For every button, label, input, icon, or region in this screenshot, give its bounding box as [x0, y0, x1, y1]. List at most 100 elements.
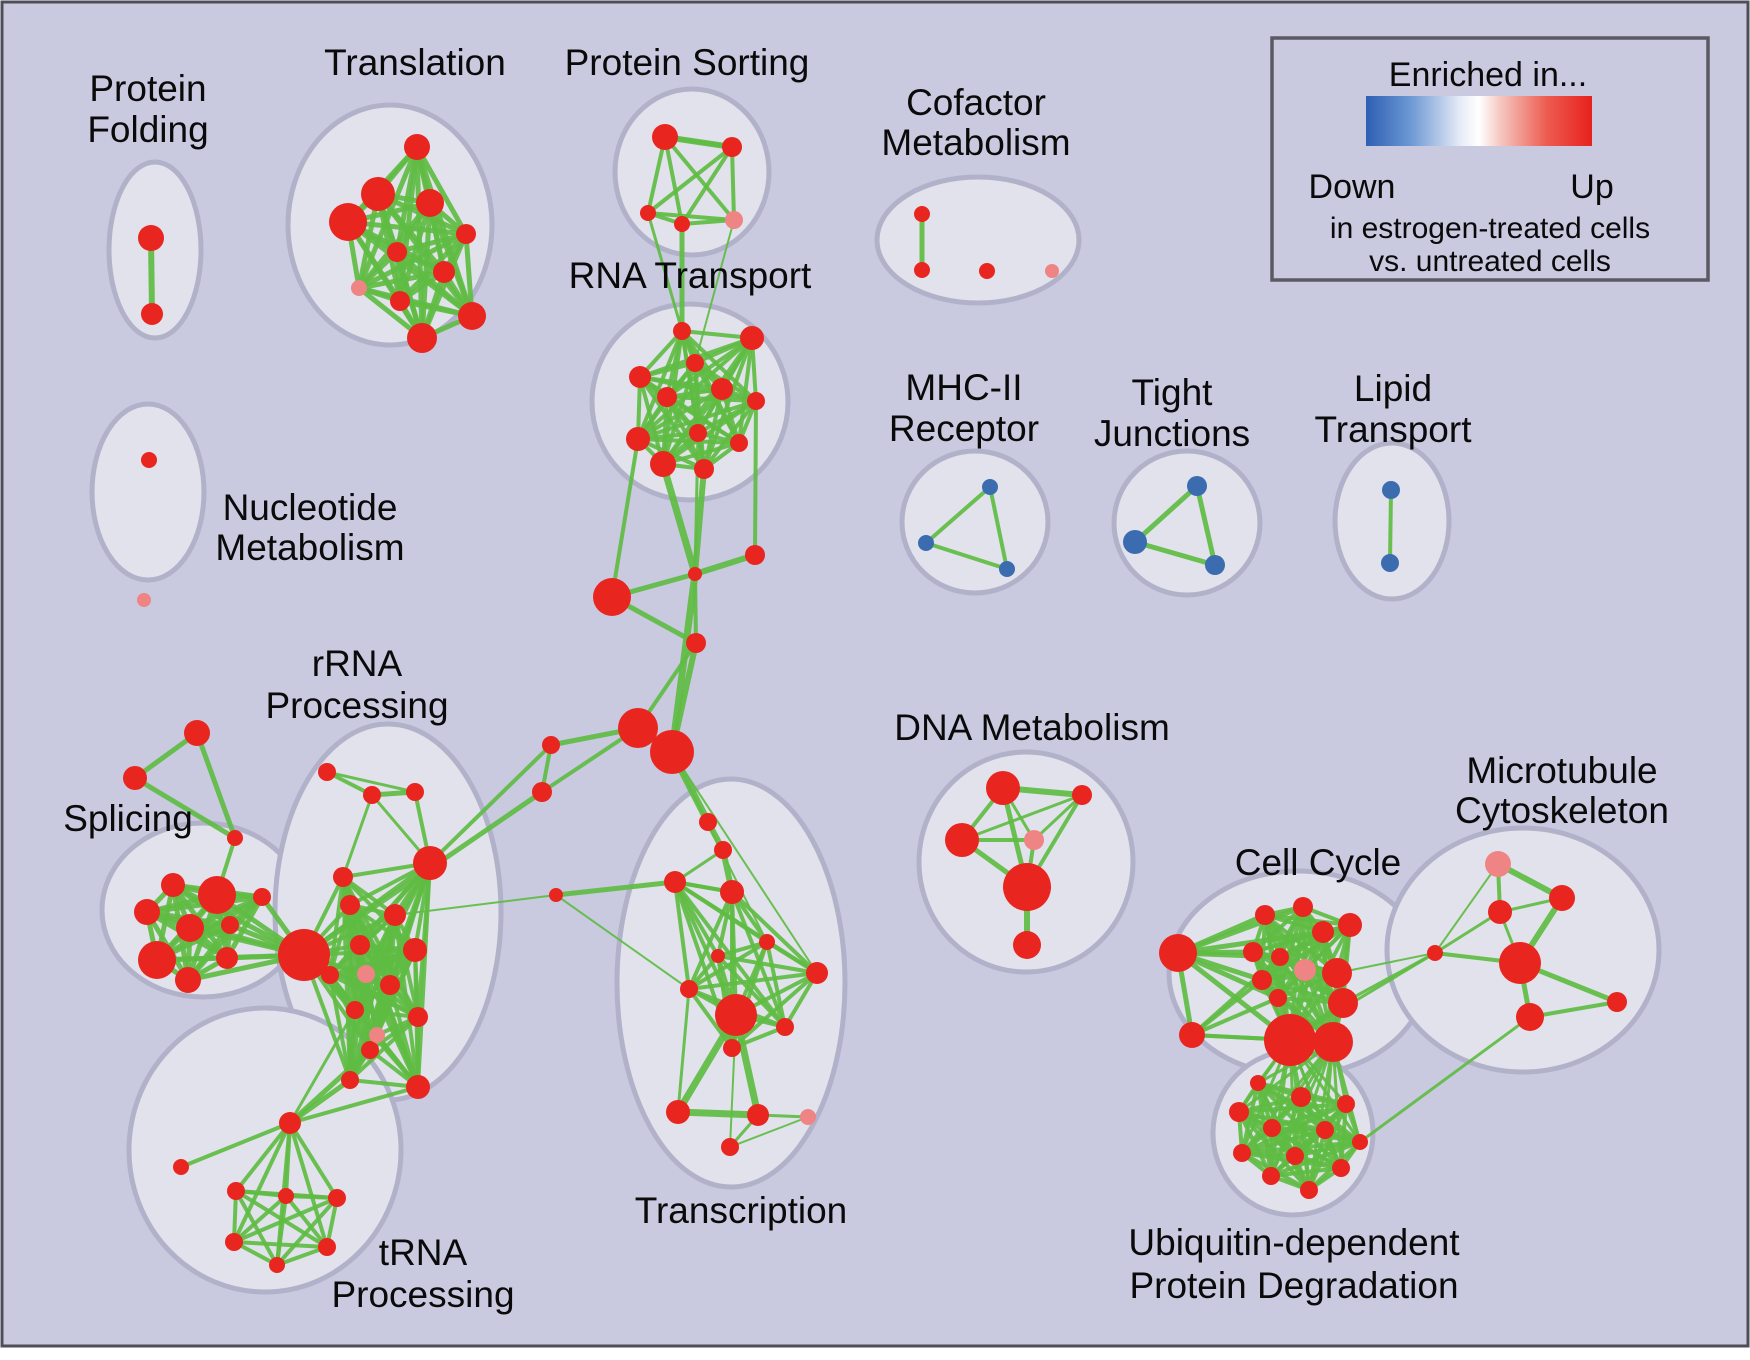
node-rt11[interactable] [650, 451, 676, 477]
node-cn2[interactable] [745, 545, 765, 565]
node-sp_b[interactable] [123, 766, 147, 790]
node-t3[interactable] [416, 189, 444, 217]
node-rr15[interactable] [369, 1027, 385, 1043]
node-hubB[interactable] [650, 730, 694, 774]
node-m3[interactable] [999, 561, 1015, 577]
node-cc9[interactable] [1322, 958, 1352, 988]
node-cf1[interactable] [914, 206, 930, 222]
node-tr4[interactable] [680, 980, 698, 998]
node-mt2[interactable] [1549, 885, 1575, 911]
node-cc2[interactable] [1293, 897, 1313, 917]
node-tr3[interactable] [711, 949, 725, 963]
node-tn_hub[interactable] [279, 1112, 301, 1134]
node-rr_c[interactable] [406, 783, 424, 801]
node-d1[interactable] [986, 771, 1020, 805]
node-ub3[interactable] [1337, 1095, 1355, 1113]
node-cn1[interactable] [688, 567, 702, 581]
node-s3[interactable] [134, 899, 160, 925]
node-trHub[interactable] [715, 994, 757, 1036]
node-rt1[interactable] [673, 322, 691, 340]
node-mt3[interactable] [1499, 942, 1541, 984]
node-tn4[interactable] [328, 1189, 346, 1207]
node-t6[interactable] [387, 242, 407, 262]
node-d4[interactable] [1024, 830, 1044, 850]
node-tr8[interactable] [747, 1104, 769, 1126]
node-mt4[interactable] [1516, 1003, 1544, 1031]
node-tn3[interactable] [278, 1188, 294, 1204]
node-cn5[interactable] [542, 736, 560, 754]
node-t9[interactable] [390, 291, 410, 311]
node-tr6[interactable] [723, 1039, 741, 1057]
node-rt2[interactable] [740, 326, 764, 350]
node-rt10[interactable] [730, 434, 748, 452]
node-tn2[interactable] [227, 1182, 245, 1200]
node-ub10[interactable] [1332, 1159, 1350, 1177]
node-rt5[interactable] [657, 387, 677, 407]
node-t2[interactable] [361, 177, 395, 211]
node-tc3[interactable] [664, 871, 686, 893]
node-cc8[interactable] [1252, 970, 1272, 990]
node-s9[interactable] [253, 888, 271, 906]
node-ub9[interactable] [1286, 1147, 1304, 1165]
node-mt5[interactable] [1607, 992, 1627, 1012]
node-d3[interactable] [945, 823, 979, 857]
node-ps1[interactable] [652, 124, 678, 150]
node-tr2[interactable] [806, 962, 828, 984]
node-lp2[interactable] [1381, 554, 1399, 572]
node-m1[interactable] [982, 479, 998, 495]
node-ps5[interactable] [725, 211, 743, 229]
node-cn3[interactable] [593, 578, 631, 616]
node-rr2[interactable] [340, 895, 360, 915]
node-rr4[interactable] [350, 935, 370, 955]
node-cc11[interactable] [1328, 988, 1358, 1018]
node-t10[interactable] [458, 302, 486, 330]
node-rr7[interactable] [380, 975, 400, 995]
node-ub4[interactable] [1229, 1102, 1249, 1122]
node-rt6[interactable] [711, 378, 733, 400]
node-pf2[interactable] [141, 303, 163, 325]
node-ccH1[interactable] [1264, 1014, 1316, 1066]
node-rr_b[interactable] [363, 786, 381, 804]
node-d2[interactable] [1072, 785, 1092, 805]
node-rr12[interactable] [406, 1075, 430, 1099]
node-mtP[interactable] [1485, 851, 1511, 877]
node-ub2[interactable] [1291, 1087, 1311, 1107]
node-tc2[interactable] [714, 841, 732, 859]
node-ub8[interactable] [1233, 1144, 1251, 1162]
node-s2[interactable] [198, 876, 236, 914]
node-tr9[interactable] [800, 1109, 816, 1125]
node-cn7[interactable] [549, 888, 563, 902]
node-cc_big[interactable] [1159, 934, 1197, 972]
node-ps4[interactable] [674, 216, 690, 232]
node-cc6[interactable] [1271, 948, 1289, 966]
node-nu2[interactable] [137, 593, 151, 607]
node-ub5[interactable] [1263, 1119, 1281, 1137]
node-tj1[interactable] [1187, 476, 1207, 496]
node-tn7[interactable] [269, 1257, 285, 1273]
node-rr9[interactable] [408, 1007, 428, 1027]
node-t1[interactable] [404, 134, 430, 160]
node-s1[interactable] [161, 873, 185, 897]
node-rt4[interactable] [629, 366, 651, 388]
node-rr14[interactable] [357, 965, 375, 983]
node-tr10[interactable] [721, 1138, 739, 1156]
node-cf4[interactable] [1045, 264, 1059, 278]
node-ub1[interactable] [1250, 1075, 1266, 1091]
node-ub6[interactable] [1316, 1121, 1334, 1139]
node-rr11[interactable] [341, 1071, 359, 1089]
node-s6[interactable] [138, 941, 176, 979]
node-tr1[interactable] [759, 934, 775, 950]
node-tj3[interactable] [1205, 555, 1225, 575]
node-cc7[interactable] [1294, 959, 1316, 981]
node-mtC[interactable] [1427, 945, 1443, 961]
node-d5[interactable] [1003, 863, 1051, 911]
node-tn5[interactable] [225, 1233, 243, 1251]
node-rr8[interactable] [346, 1001, 364, 1019]
node-rr3[interactable] [384, 904, 406, 926]
node-s8[interactable] [216, 947, 238, 969]
node-cc_low[interactable] [1179, 1022, 1205, 1048]
node-ccH2[interactable] [1313, 1022, 1353, 1062]
node-sp_a[interactable] [184, 720, 210, 746]
node-cc5[interactable] [1243, 942, 1263, 962]
node-rr6[interactable] [321, 966, 339, 984]
